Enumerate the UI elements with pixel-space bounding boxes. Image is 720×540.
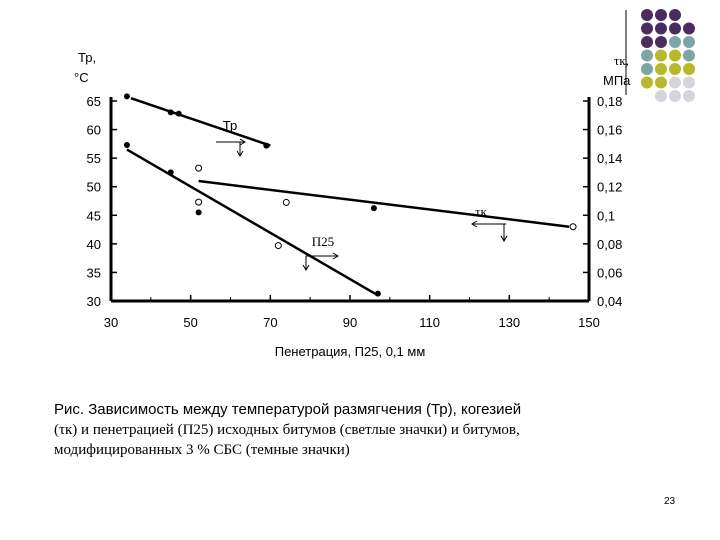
chart-labels: Тр, °С τк, МПа Пенетрация, П25, 0,1 мм Тр τк П2…	[74, 50, 631, 359]
decor-dot	[641, 36, 653, 48]
decor-dot	[655, 49, 667, 62]
decor-dot	[683, 22, 695, 35]
y-left-tick-label: 30	[87, 294, 101, 309]
decor-dot	[683, 90, 695, 102]
decor-dot	[683, 63, 695, 75]
y-right-tick-label: 0,06	[597, 265, 622, 280]
decor-dot	[655, 22, 667, 35]
decorative-dot-grid	[625, 9, 695, 102]
data-point-filled	[263, 142, 270, 149]
data-point-open	[195, 198, 203, 206]
y-left-tick-label: 50	[87, 180, 101, 195]
decor-dot	[655, 36, 667, 48]
x-tick-label: 130	[498, 315, 520, 330]
y-left-tick-label: 40	[87, 237, 101, 252]
y-right-axis-label: τк,	[614, 53, 629, 68]
chart-ticks: 30 50 70 90 110 130 150 30 35 40 45 50 55 60 65 0,04 0,0…	[87, 94, 623, 330]
decor-dot	[669, 22, 681, 35]
decor-dot	[641, 9, 653, 21]
decor-dot	[669, 9, 681, 21]
y-left-axis-label: Тр,	[78, 50, 96, 65]
data-point-filled	[167, 169, 174, 176]
decor-dot	[683, 49, 695, 62]
data-point-open	[274, 242, 282, 250]
figure-caption: Рис. Зависимость между температурой разм…	[54, 400, 634, 460]
data-point-filled	[374, 290, 381, 297]
data-point-open	[282, 198, 290, 206]
caption-line-2: (τк) и пенетрацией (П25) исходных битумо…	[54, 422, 520, 438]
chart-trendlines	[126, 96, 570, 297]
x-tick-label: 90	[343, 315, 357, 330]
data-point-filled	[370, 205, 377, 212]
trendline-τк	[198, 179, 570, 228]
decor-dot	[669, 63, 681, 75]
y-left-tick-label: 45	[87, 208, 101, 223]
chart-points	[123, 93, 577, 297]
data-point-filled	[167, 109, 174, 116]
series-label-P25: П25	[312, 234, 334, 249]
y-left-tick-label: 35	[87, 265, 101, 280]
decor-dot	[669, 49, 681, 62]
x-tick-label: 110	[419, 315, 440, 330]
data-point-filled	[175, 110, 182, 117]
decor-dot	[641, 76, 653, 89]
y-left-tick-label: 65	[87, 94, 101, 109]
data-point-filled	[123, 142, 130, 148]
y-left-tick-label: 60	[87, 123, 101, 138]
decor-dot	[683, 36, 695, 48]
caption-line-3: модифицированных 3 % СБС (темные значки)	[54, 442, 350, 458]
y-right-axis-unit: МПа	[603, 73, 631, 88]
y-right-tick-label: 0,12	[597, 180, 622, 195]
decor-dot	[641, 22, 653, 35]
decor-dot	[669, 90, 681, 102]
y-right-tick-label: 0,08	[597, 237, 622, 252]
decor-dot	[655, 9, 667, 21]
y-right-tick-label: 0,18	[597, 94, 622, 109]
decor-dot	[655, 76, 667, 89]
y-right-tick-label: 0,04	[597, 294, 622, 309]
page-number: 23	[664, 496, 676, 507]
x-axis-label: Пенетрация, П25, 0,1 мм	[275, 344, 426, 359]
x-tick-label: 70	[263, 315, 277, 330]
caption-line-1: Рис. Зависимость между температурой разм…	[54, 401, 522, 418]
x-tick-label: 150	[578, 315, 600, 330]
decor-dot	[655, 90, 667, 102]
y-right-tick-label: 0,1	[597, 208, 615, 223]
trendline-Тр	[130, 96, 271, 147]
data-point-open	[569, 223, 577, 231]
x-tick-label: 30	[104, 315, 118, 330]
y-right-tick-label: 0,14	[597, 151, 622, 166]
decor-dot	[669, 36, 681, 48]
y-right-tick-label: 0,16	[597, 123, 622, 138]
decor-dot	[655, 63, 667, 75]
arrow-P25	[302, 252, 339, 271]
arrow-tau	[471, 220, 508, 242]
decor-dot	[669, 76, 681, 89]
arrow-Tr	[216, 138, 246, 157]
data-point-open	[195, 164, 203, 172]
decor-dot	[641, 49, 653, 62]
data-point-filled	[195, 209, 202, 216]
decor-dot	[641, 63, 653, 75]
y-left-axis-unit: °С	[74, 70, 89, 85]
series-label-Tr: Тр	[223, 118, 237, 133]
trendline-П25	[126, 148, 379, 297]
decor-dot	[683, 76, 695, 89]
y-left-tick-label: 55	[87, 151, 101, 166]
x-tick-label: 50	[183, 315, 197, 330]
data-point-filled	[123, 93, 130, 100]
series-label-tau: τк	[475, 204, 487, 219]
chart: 30 50 70 90 110 130 150 30 35 40 45 50 55 60 65 0,04 0,0…	[74, 50, 631, 359]
